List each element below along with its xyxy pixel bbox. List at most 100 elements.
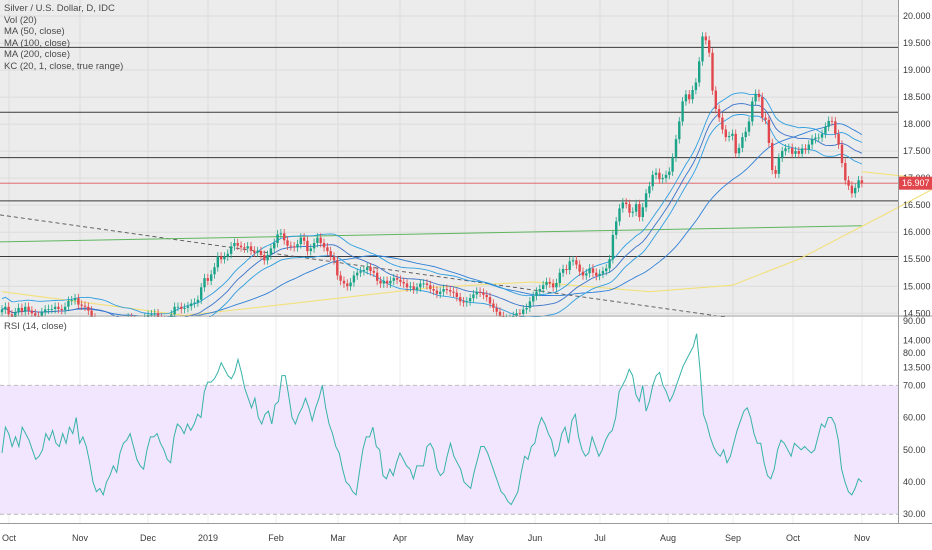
candle-body (190, 303, 193, 307)
rsi-tick-label: 30.00 (903, 509, 926, 519)
candle-body (751, 101, 754, 122)
candle-body (711, 52, 714, 91)
candle-body (708, 40, 711, 53)
candle-body (442, 289, 445, 292)
rsi-legend-title[interactable]: RSI (14, close) (4, 321, 67, 332)
candle-body (741, 137, 744, 148)
price-tick-label: 19.000 (903, 65, 931, 75)
time-tick-label: 2019 (198, 533, 218, 543)
candle-body (721, 117, 724, 130)
candle-body (844, 163, 847, 181)
candle-body (528, 301, 532, 308)
candle-body (658, 172, 661, 180)
price-tick-label: 19.500 (903, 38, 931, 48)
candle-body (226, 253, 229, 257)
candle-body (668, 171, 671, 175)
candle-body (439, 291, 442, 294)
candle-body (395, 278, 399, 280)
main-legend-title: Silver / U.S. Dollar, D, IDC (4, 3, 115, 14)
candle-body (312, 243, 316, 249)
candle-body (771, 143, 774, 170)
candle-body (399, 279, 402, 282)
candle-body (362, 270, 366, 272)
price-pane[interactable] (0, 0, 932, 368)
candle-body (631, 211, 634, 213)
candle-body (236, 243, 239, 246)
candle-body (455, 292, 458, 297)
candle-body (409, 286, 412, 288)
time-tick-label: Oct (2, 533, 17, 543)
candle-body (273, 243, 276, 249)
candle-body (585, 273, 588, 276)
candle-body (628, 204, 631, 213)
candle-body (40, 312, 43, 317)
last-price-badge (899, 176, 932, 190)
candle-body (432, 289, 435, 291)
candle-body (601, 271, 605, 274)
rsi-line[interactable] (1, 333, 863, 506)
candle-body (834, 121, 837, 134)
legend-indicator-ma50[interactable]: MA (50, close) (4, 26, 65, 37)
legend-indicator-ma100[interactable]: MA (100, close) (4, 37, 70, 49)
candle-body (820, 133, 824, 138)
candle-body (747, 121, 751, 132)
time-tick-label: May (456, 533, 474, 543)
candle-body (634, 204, 638, 212)
candle-body (850, 185, 854, 194)
candle-body (542, 285, 545, 289)
candle-body (701, 36, 704, 62)
legend-indicator-kc[interactable]: KC (20, 1, close, true range) (4, 60, 124, 72)
rsi-tick-label: 60.00 (903, 413, 926, 423)
candle-body (286, 240, 289, 246)
candle-body (581, 271, 585, 276)
candle-body (598, 273, 601, 276)
candle-body (319, 237, 322, 243)
candle-body (422, 283, 425, 285)
candle-body (459, 297, 462, 302)
candle-body (376, 272, 379, 281)
candle-body (389, 280, 392, 284)
time-tick-label: Nov (854, 533, 871, 543)
candle-body (452, 291, 455, 293)
candle-body (206, 278, 209, 281)
candle-body (548, 281, 551, 284)
candle-body (588, 268, 591, 274)
price-tick-label: 16.000 (903, 227, 931, 237)
candle-body (475, 291, 478, 295)
candle-body (415, 287, 419, 290)
candle-body (87, 306, 90, 311)
candle-body (30, 310, 34, 314)
rsi-tick-label: 90.00 (903, 316, 926, 326)
candle-body (203, 278, 206, 288)
candle-body (7, 306, 10, 315)
candle-body (800, 148, 804, 154)
candle-body (671, 157, 674, 172)
candle-body (379, 280, 382, 284)
candle-body (53, 306, 57, 309)
candle-body (346, 283, 349, 287)
ma200-line (0, 225, 862, 243)
candle-body (824, 126, 827, 134)
candle-body (419, 283, 422, 288)
candle-body (525, 307, 528, 310)
candle-body (322, 243, 326, 248)
candle-body (0, 309, 4, 313)
candle-body (293, 246, 296, 248)
legend-indicator-ma200[interactable]: MA (200, close) (4, 49, 70, 60)
candle-body (611, 234, 615, 260)
rsi-tick-label: 80.00 (903, 348, 926, 358)
candle-body (830, 120, 834, 122)
legend-indicator-vol[interactable]: Vol (20) (4, 14, 37, 26)
rsi-pane[interactable] (0, 317, 898, 523)
time-tick-label: Sep (725, 533, 741, 543)
candle-body (17, 307, 20, 313)
candle-body (781, 151, 784, 158)
price-tick-label: 14.000 (903, 335, 931, 345)
candle-body (385, 280, 389, 284)
main-legend: Silver / U.S. Dollar, D, IDC Vol (20) MA… (4, 3, 123, 72)
candle-body (817, 137, 820, 139)
candle-body (246, 246, 249, 249)
candle-body (827, 120, 830, 127)
candle-body (757, 93, 761, 97)
